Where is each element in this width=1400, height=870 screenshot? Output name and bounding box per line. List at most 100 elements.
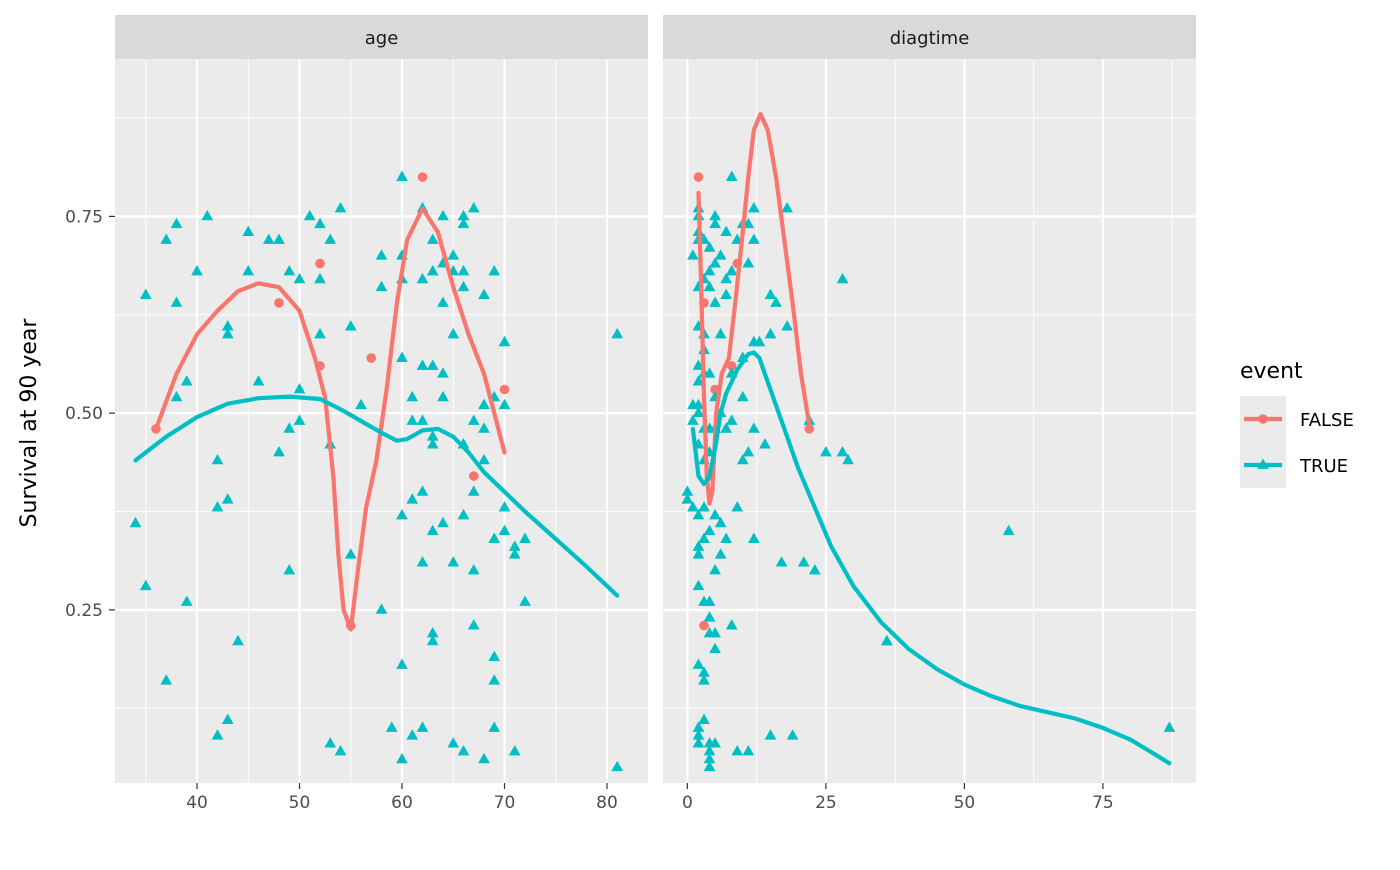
data-point-triangle	[519, 595, 531, 606]
data-point-triangle	[488, 721, 501, 732]
data-point-triangle	[692, 540, 705, 551]
data-point-triangle	[426, 264, 439, 276]
panel-age: age 40 50 60 70 80	[115, 15, 648, 813]
data-point-triangle	[775, 556, 788, 567]
data-point-triangle	[416, 485, 429, 496]
x-tick-label: 75	[1092, 793, 1114, 813]
data-point-triangle	[457, 745, 470, 756]
data-point-triangle	[457, 209, 470, 221]
data-point-triangle	[314, 272, 326, 284]
data-point-triangle	[355, 398, 367, 410]
series-true-points	[129, 170, 624, 772]
data-point-triangle	[703, 280, 716, 292]
data-point-triangle	[687, 501, 699, 512]
data-point-triangle	[808, 564, 821, 575]
data-point-triangle	[457, 280, 470, 292]
data-point-triangle	[759, 438, 771, 449]
data-point-triangle	[731, 745, 744, 756]
data-point-triangle	[467, 485, 480, 496]
data-point-triangle	[748, 233, 760, 244]
data-point-triangle	[447, 249, 460, 260]
y-axis: 0.25 0.50 0.75	[65, 207, 115, 621]
data-point-triangle	[139, 579, 152, 591]
data-point-triangle	[488, 650, 501, 661]
data-point-triangle	[396, 170, 408, 181]
data-point-triangle	[396, 351, 408, 362]
data-point-triangle	[725, 414, 738, 425]
data-point-triangle	[703, 264, 716, 276]
data-point-triangle	[709, 626, 721, 638]
panel-data	[129, 170, 624, 772]
data-point-triangle	[709, 564, 721, 575]
data-point-triangle	[283, 264, 296, 276]
y-tick-label: 0.25	[65, 601, 103, 621]
x-tick-label: 25	[815, 793, 837, 813]
data-point-triangle	[720, 272, 733, 284]
data-point-triangle	[160, 674, 173, 685]
data-point-triangle	[457, 508, 470, 520]
data-point-triangle	[221, 320, 234, 331]
data-point-triangle	[725, 170, 738, 181]
data-point-triangle	[314, 217, 326, 229]
data-point-triangle	[170, 217, 183, 229]
data-point-triangle	[437, 209, 449, 221]
data-point-triangle	[467, 414, 480, 425]
data-point-triangle	[170, 390, 183, 402]
y-axis-title: Survival at 90 year	[17, 318, 42, 528]
data-point-triangle	[720, 225, 733, 237]
data-point-triangle	[880, 634, 893, 646]
data-point-triangle	[221, 327, 234, 339]
data-point-triangle	[709, 209, 721, 221]
y-tick-label: 0.50	[65, 404, 103, 424]
data-point-triangle	[508, 540, 521, 551]
data-point-triangle	[385, 721, 398, 732]
data-point-triangle	[770, 296, 782, 307]
data-point-triangle	[426, 233, 439, 244]
x-tick-label: 80	[596, 793, 618, 813]
data-point-triangle	[488, 532, 501, 543]
data-point-triangle	[221, 493, 234, 504]
data-point-triangle	[764, 288, 777, 299]
data-point-triangle	[692, 729, 705, 740]
data-point-triangle	[242, 264, 255, 276]
data-point-triangle	[1002, 524, 1015, 536]
data-point-triangle	[406, 729, 419, 740]
data-point-triangle	[416, 721, 429, 732]
strip-label: age	[365, 28, 399, 49]
data-point-triangle	[709, 257, 721, 268]
data-point-triangle	[687, 414, 699, 425]
data-point-triangle	[416, 414, 429, 425]
data-point-triangle	[426, 438, 439, 449]
data-point-triangle	[273, 445, 285, 457]
data-point-triangle	[748, 532, 760, 543]
legend-entry-false: FALSE	[1240, 396, 1354, 442]
data-point-triangle	[406, 414, 419, 425]
data-point-triangle	[396, 658, 408, 669]
data-point-triangle	[709, 217, 721, 229]
data-point-triangle	[698, 674, 710, 685]
data-point-triangle	[698, 666, 710, 677]
data-point-triangle	[781, 202, 793, 213]
data-point-triangle	[416, 272, 429, 284]
x-tick-label: 50	[954, 793, 976, 813]
data-point-triangle	[252, 375, 265, 386]
data-point-triangle	[714, 548, 727, 559]
data-point-triangle	[437, 516, 449, 528]
data-point-triangle	[687, 249, 699, 260]
data-point-triangle	[611, 327, 624, 339]
data-point-triangle	[692, 548, 705, 559]
data-point-triangle	[748, 202, 760, 213]
data-point-triangle	[211, 729, 224, 740]
data-point-triangle	[836, 272, 849, 284]
data-point-triangle	[736, 453, 749, 465]
data-point-triangle	[375, 249, 388, 260]
data-point-triangle	[426, 626, 439, 638]
data-point-triangle	[720, 422, 733, 433]
data-point-triangle	[129, 516, 142, 528]
data-point-triangle	[283, 564, 296, 575]
strip-label: diagtime	[890, 28, 970, 49]
data-point-triangle	[426, 634, 439, 646]
data-point-triangle	[692, 375, 705, 386]
data-point-triangle	[426, 359, 439, 370]
